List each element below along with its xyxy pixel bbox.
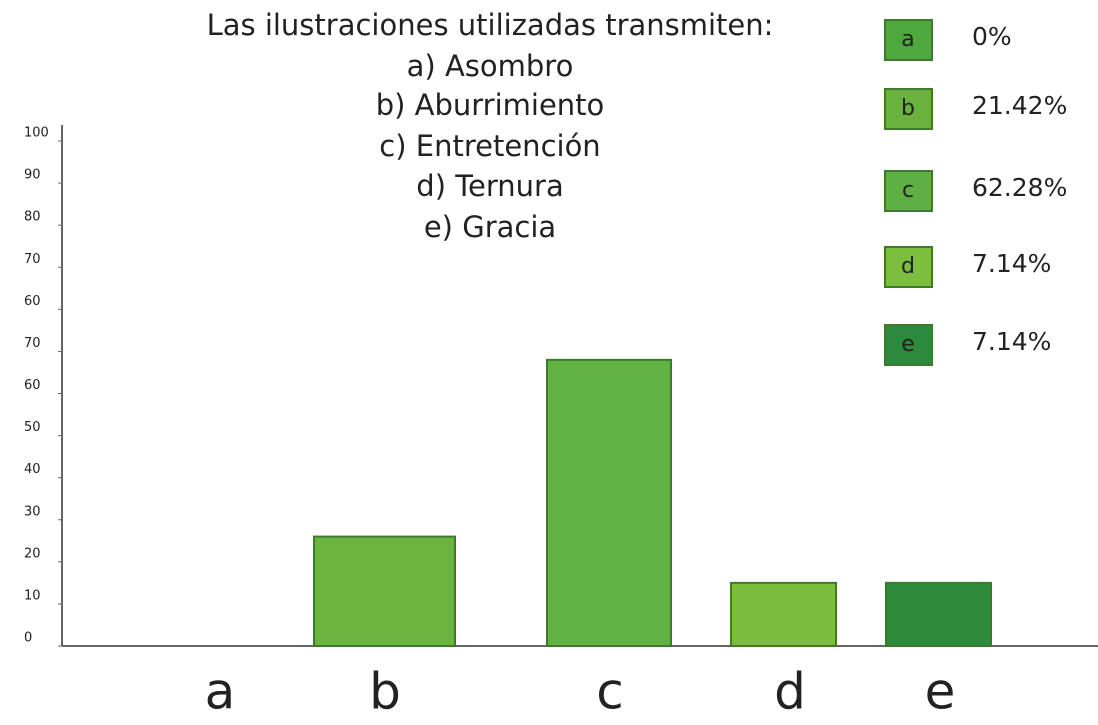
y-tick-label: 70 [24, 336, 41, 351]
chart-title: b) Aburrimiento [376, 88, 605, 122]
y-tick-label: 60 [24, 378, 41, 393]
y-tick-label: 0 [24, 631, 32, 646]
bar [546, 358, 672, 647]
y-tick-label: 70 [24, 252, 41, 267]
legend-label: 7.14% [972, 249, 1051, 278]
legend-label: 21.42% [972, 91, 1067, 120]
y-tick-label: 40 [24, 462, 41, 477]
x-tick-label: b [369, 663, 401, 721]
y-tick-label: 90 [24, 168, 41, 183]
y-tick-label: 100 [24, 126, 49, 141]
bar [885, 581, 992, 647]
chart-title: e) Gracia [424, 210, 556, 244]
y-tick-label: 30 [24, 504, 41, 519]
chart-title: a) Asombro [407, 49, 574, 83]
legend-key: c [902, 178, 914, 203]
legend-key: b [901, 96, 915, 121]
y-tick-label: 50 [24, 420, 41, 435]
bar [730, 581, 837, 647]
chart-title: c) Entretención [379, 129, 600, 163]
legend-swatch [884, 170, 933, 212]
chart-title: Las ilustraciones utilizadas transmiten: [207, 8, 774, 42]
legend-label: 0% [972, 22, 1012, 51]
x-tick-label: a [205, 663, 236, 721]
x-tick-label: e [925, 663, 956, 721]
legend-swatch [884, 19, 933, 61]
x-tick-label: d [774, 663, 806, 721]
legend-swatch [884, 246, 933, 288]
x-tick-label: c [596, 663, 624, 721]
legend-label: 62.28% [972, 173, 1067, 202]
chart-title: d) Ternura [416, 169, 563, 203]
legend-swatch [884, 88, 933, 130]
y-tick-label: 80 [24, 210, 41, 225]
legend-label: 7.14% [972, 327, 1051, 356]
y-tick-label: 20 [24, 546, 41, 561]
y-tick-label: 60 [24, 294, 41, 309]
legend-key: d [901, 254, 915, 279]
legend-key: e [901, 332, 915, 357]
y-tick-label: 10 [24, 588, 41, 603]
bar [313, 535, 456, 647]
legend-key: a [901, 27, 914, 52]
legend-swatch [884, 324, 933, 366]
